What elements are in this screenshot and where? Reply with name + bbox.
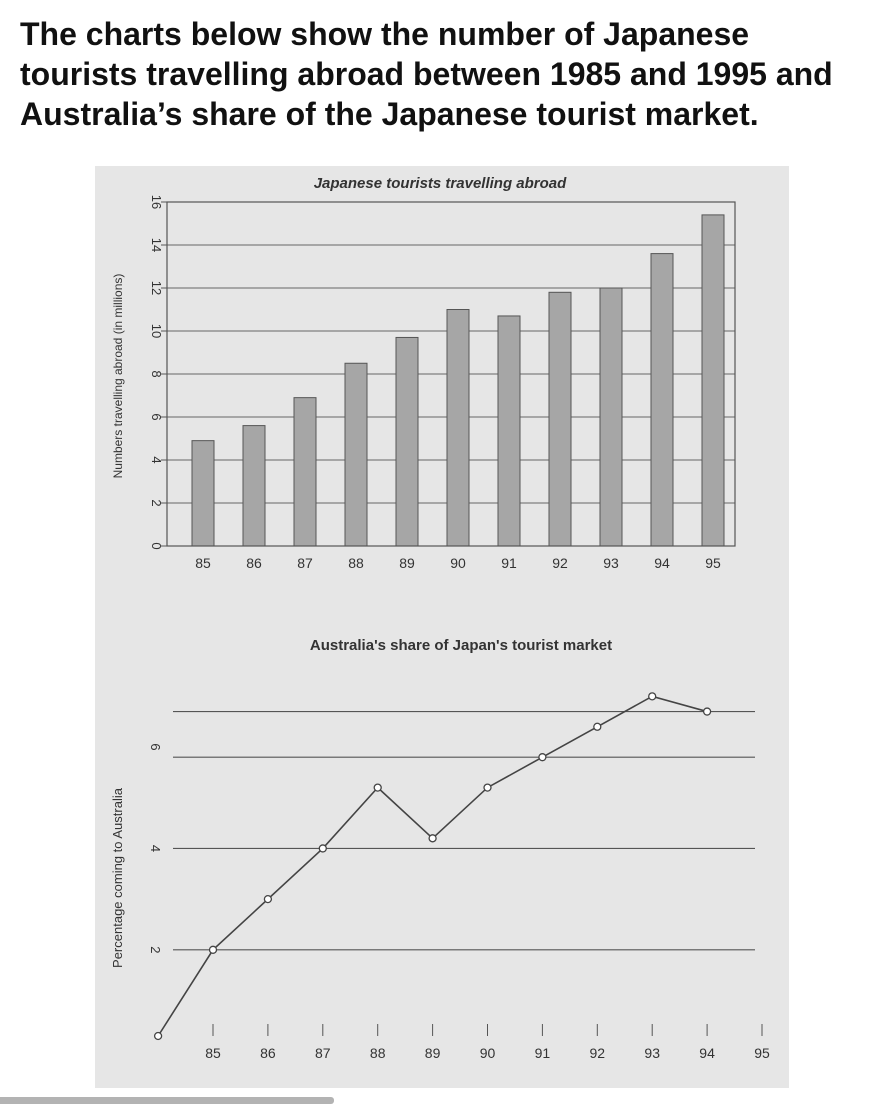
line-x-tick-label: 93 [644, 1045, 660, 1061]
charts-svg: Japanese tourists travelling abroad Numb… [110, 175, 770, 1061]
bar-y-tick-label: 6 [149, 413, 164, 420]
bar-chart-title: Japanese tourists travelling abroad [314, 175, 567, 192]
line-x-tick-label: 89 [425, 1045, 441, 1061]
line-x-tick-label: 85 [205, 1045, 221, 1061]
bar [242, 425, 266, 547]
heading-line-3: Australia’s share of the Japanese touris… [20, 96, 759, 132]
bar-y-tick-label: 0 [149, 542, 164, 549]
bar-chart-y-axis-label: Numbers travelling abroad (in millions) [111, 274, 125, 479]
line-chart-series [157, 695, 708, 1037]
horizontal-scrollbar[interactable] [0, 1097, 334, 1104]
bar-y-tick-label: 8 [149, 370, 164, 377]
bar [599, 287, 623, 547]
line-y-tick-label: 4 [148, 845, 163, 852]
bar-y-tick-label: 4 [149, 456, 164, 463]
heading-line-2: tourists travelling abroad between 1985 … [20, 56, 833, 92]
line-point [702, 707, 712, 716]
bar-y-tick-label: 14 [149, 238, 164, 252]
heading-line-1: The charts below show the number of Japa… [20, 16, 750, 52]
bar-chart: Japanese tourists travelling abroad Numb… [111, 175, 736, 571]
bar-x-tick-label: 92 [552, 555, 568, 571]
bar-chart-plot-frame [166, 201, 736, 547]
line-y-tick-label: 6 [148, 743, 163, 750]
bar [446, 309, 470, 547]
bar-y-tick-label: 10 [149, 324, 164, 338]
line-chart: Australia's share of Japan's tourist mar… [110, 637, 770, 1061]
bar [650, 253, 674, 547]
line-x-tick-label: 86 [260, 1045, 276, 1061]
line-x-tick-label: 90 [480, 1045, 496, 1061]
bar-x-tick-label: 95 [705, 555, 721, 571]
line-chart-points [153, 692, 712, 1041]
line-point [208, 945, 218, 954]
bar [293, 397, 317, 547]
line-chart-x-ticks: 85 86 87 88 89 90 91 92 93 94 95 [205, 1024, 770, 1061]
bar-x-tick-label: 86 [246, 555, 262, 571]
line-x-tick-label: 95 [754, 1045, 770, 1061]
bar-y-tick-label: 2 [149, 499, 164, 506]
bar-x-tick-label: 94 [654, 555, 670, 571]
line-x-tick-label: 94 [699, 1045, 715, 1061]
line-chart-y-axis-label: Percentage coming to Australia [110, 787, 125, 968]
bar-chart-y-ticks: 0 2 4 6 8 10 12 14 16 [149, 195, 167, 550]
bar-x-tick-label: 88 [348, 555, 364, 571]
bar [497, 315, 521, 547]
bar-y-tick-label: 12 [149, 281, 164, 295]
bar [344, 362, 368, 547]
line-x-tick-label: 91 [535, 1045, 551, 1061]
bar-x-tick-label: 90 [450, 555, 466, 571]
page-heading: The charts below show the number of Japa… [20, 14, 880, 134]
bar-x-tick-label: 89 [399, 555, 415, 571]
bar-x-tick-label: 87 [297, 555, 313, 571]
line-point [593, 722, 602, 731]
bar-x-tick-label: 91 [501, 555, 517, 571]
bar-x-tick-label: 93 [603, 555, 619, 571]
line-y-tick-label: 2 [148, 946, 163, 953]
line-point [648, 692, 657, 701]
line-x-tick-label: 92 [590, 1045, 606, 1061]
bar-x-tick-label: 85 [195, 555, 211, 571]
bar-y-tick-label: 16 [149, 195, 164, 209]
bar [191, 440, 215, 547]
line-point [263, 894, 273, 904]
line-point [538, 753, 547, 762]
charts-figure: Japanese tourists travelling abroad Numb… [95, 166, 789, 1088]
bar [701, 214, 725, 547]
line-chart-title: Australia's share of Japan's tourist mar… [310, 637, 612, 654]
line-x-tick-label: 87 [315, 1045, 331, 1061]
bar-chart-x-ticks: 85 86 87 88 89 90 91 92 93 94 95 [195, 555, 721, 571]
line-point [153, 1031, 163, 1041]
line-point [373, 783, 382, 792]
line-x-tick-label: 88 [370, 1045, 386, 1061]
bar [395, 336, 419, 547]
line-point [318, 844, 327, 853]
bar [548, 291, 572, 547]
bar-chart-bars [191, 214, 725, 547]
line-chart-gridlines [173, 710, 755, 951]
line-point [428, 834, 437, 843]
line-point [483, 783, 492, 792]
line-chart-y-ticks: 2 4 6 [148, 743, 163, 953]
